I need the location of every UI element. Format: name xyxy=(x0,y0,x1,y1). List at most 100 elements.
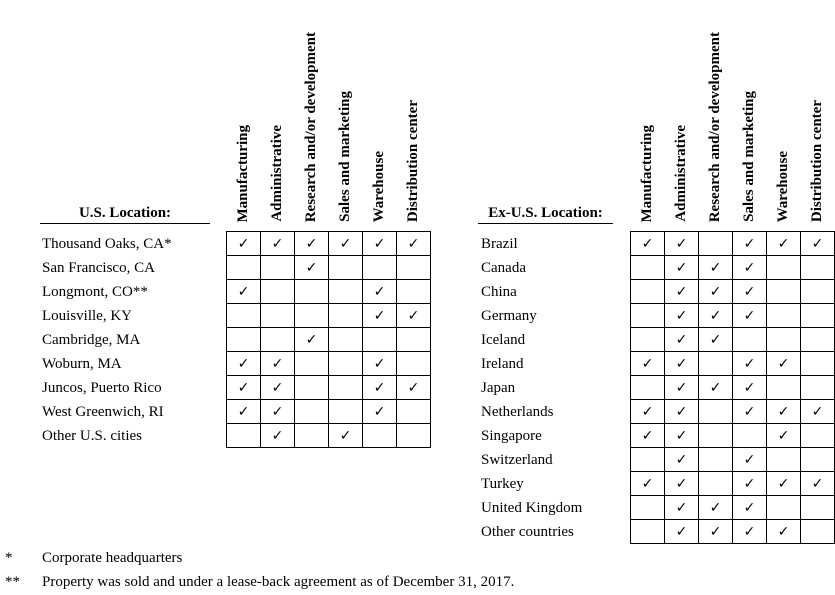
check-icon-cell: ✓ xyxy=(732,303,767,328)
empty-cell xyxy=(698,231,733,256)
empty-cell xyxy=(630,447,665,472)
empty-cell xyxy=(698,399,733,424)
empty-cell xyxy=(630,495,665,520)
us-table-row: ✓ ✓ ✓ ✓ xyxy=(226,375,431,400)
exus-row-label: Netherlands xyxy=(481,404,554,420)
check-icon-cell: ✓ xyxy=(732,471,767,496)
us-table-row: ✓ ✓ xyxy=(226,423,431,448)
exus-table-row: ✓ ✓ ✓ ✓ ✓ xyxy=(630,231,835,256)
empty-cell xyxy=(630,327,665,352)
empty-cell xyxy=(800,279,835,304)
exus-table-row: ✓ ✓ ✓ xyxy=(630,495,835,520)
us-column-header: Manufacturing xyxy=(235,124,251,223)
exus-column-header: Administrative xyxy=(673,125,689,222)
us-table-row: ✓ ✓ ✓ xyxy=(226,351,431,376)
check-icon-cell: ✓ xyxy=(630,231,665,256)
empty-cell xyxy=(362,327,397,352)
check-icon-cell: ✓ xyxy=(226,399,261,424)
us-row-label: Thousand Oaks, CA* xyxy=(42,236,172,252)
empty-cell xyxy=(362,423,397,448)
empty-cell xyxy=(630,279,665,304)
empty-cell xyxy=(294,303,329,328)
empty-cell xyxy=(630,375,665,400)
exus-column-header: Manufacturing xyxy=(639,124,655,223)
check-icon-cell: ✓ xyxy=(328,231,363,256)
exus-column-header: Sales and marketing xyxy=(741,91,757,222)
us-table-row: ✓ ✓ xyxy=(226,279,431,304)
check-icon-cell: ✓ xyxy=(664,423,699,448)
exus-row-label: Other countries xyxy=(481,524,574,540)
empty-cell xyxy=(328,303,363,328)
empty-cell xyxy=(396,255,431,280)
check-icon-cell: ✓ xyxy=(664,255,699,280)
check-icon-cell: ✓ xyxy=(260,231,295,256)
check-icon-cell: ✓ xyxy=(362,399,397,424)
empty-cell xyxy=(800,447,835,472)
us-column-header: Research and/or development xyxy=(303,31,319,222)
check-icon-cell: ✓ xyxy=(362,303,397,328)
exus-table-row: ✓ ✓ xyxy=(630,447,835,472)
check-icon-cell: ✓ xyxy=(766,519,801,544)
check-icon-cell: ✓ xyxy=(294,255,329,280)
empty-cell xyxy=(800,327,835,352)
check-icon-cell: ✓ xyxy=(732,231,767,256)
empty-cell xyxy=(698,423,733,448)
check-icon-cell: ✓ xyxy=(766,399,801,424)
empty-cell xyxy=(294,423,329,448)
empty-cell xyxy=(766,495,801,520)
check-icon-cell: ✓ xyxy=(766,351,801,376)
us-row-label: Woburn, MA xyxy=(42,356,122,372)
empty-cell xyxy=(800,303,835,328)
empty-cell xyxy=(732,327,767,352)
us-table-row: ✓ ✓ ✓ ✓ ✓ ✓ xyxy=(226,231,431,256)
empty-cell xyxy=(698,447,733,472)
empty-cell xyxy=(226,327,261,352)
empty-cell xyxy=(294,279,329,304)
us-row-label: Louisville, KY xyxy=(42,308,132,324)
check-icon-cell: ✓ xyxy=(698,519,733,544)
exus-table-row: ✓ ✓ ✓ xyxy=(630,255,835,280)
check-icon-cell: ✓ xyxy=(664,375,699,400)
empty-cell xyxy=(800,375,835,400)
check-icon-cell: ✓ xyxy=(732,279,767,304)
check-icon-cell: ✓ xyxy=(664,303,699,328)
exus-row-label: Canada xyxy=(481,260,526,276)
us-table-row: ✓ xyxy=(226,327,431,352)
us-row-label: West Greenwich, RI xyxy=(42,404,164,420)
us-grid: ✓ ✓ ✓ ✓ ✓ ✓ ✓ ✓ ✓ ✓ ✓ ✓ ✓ ✓ ✓ ✓ ✓ ✓ ✓ ✓ ✓ ✓ ✓ ✓ xyxy=(226,231,431,448)
empty-cell xyxy=(294,375,329,400)
empty-cell xyxy=(396,279,431,304)
check-icon-cell: ✓ xyxy=(260,399,295,424)
exus-table-row: ✓ ✓ ✓ ✓ ✓ xyxy=(630,399,835,424)
footnote-mark: * xyxy=(5,550,13,566)
empty-cell xyxy=(328,279,363,304)
check-icon-cell: ✓ xyxy=(766,423,801,448)
check-icon-cell: ✓ xyxy=(698,495,733,520)
empty-cell xyxy=(396,351,431,376)
us-column-header: Sales and marketing xyxy=(337,91,353,222)
check-icon-cell: ✓ xyxy=(732,255,767,280)
footnote-text: Corporate headquarters xyxy=(42,550,183,566)
exus-table-row: ✓ ✓ ✓ xyxy=(630,375,835,400)
empty-cell xyxy=(800,351,835,376)
exus-table-row: ✓ ✓ ✓ ✓ ✓ xyxy=(630,471,835,496)
us-column-header: Warehouse xyxy=(371,150,387,222)
empty-cell xyxy=(698,351,733,376)
check-icon-cell: ✓ xyxy=(732,399,767,424)
empty-cell xyxy=(328,399,363,424)
exus-table-row: ✓ ✓ ✓ ✓ xyxy=(630,519,835,544)
check-icon-cell: ✓ xyxy=(260,423,295,448)
us-column-header: Distribution center xyxy=(405,99,421,222)
check-icon-cell: ✓ xyxy=(226,279,261,304)
check-icon-cell: ✓ xyxy=(664,231,699,256)
check-icon-cell: ✓ xyxy=(328,423,363,448)
exus-table-row: ✓ ✓ ✓ xyxy=(630,279,835,304)
check-icon-cell: ✓ xyxy=(732,375,767,400)
empty-cell xyxy=(800,423,835,448)
us-row-label: Juncos, Puerto Rico xyxy=(42,380,162,396)
empty-cell xyxy=(260,255,295,280)
check-icon-cell: ✓ xyxy=(664,351,699,376)
check-icon-cell: ✓ xyxy=(630,399,665,424)
check-icon-cell: ✓ xyxy=(664,471,699,496)
empty-cell xyxy=(328,327,363,352)
